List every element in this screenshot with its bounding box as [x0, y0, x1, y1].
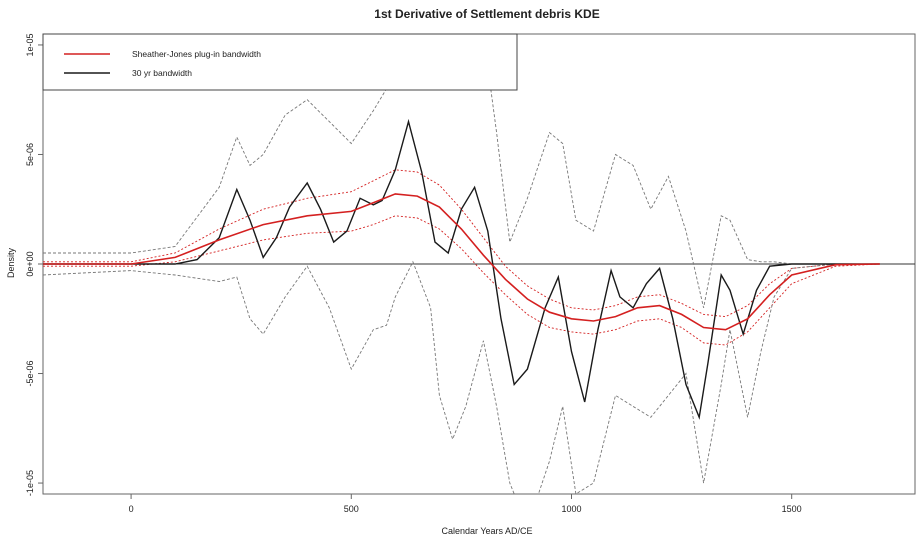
legend-box: [42, 33, 518, 91]
legend-label-30yr: 30 yr bandwidth: [132, 68, 192, 78]
y-tick-label: -5e-06: [25, 361, 35, 387]
y-axis-label: Density: [6, 247, 16, 278]
plot-area: [43, 34, 915, 494]
x-tick-label: 0: [129, 504, 134, 514]
x-axis-label: Calendar Years AD/CE: [441, 526, 532, 536]
legend-label-sheather-jones: Sheather-Jones plug-in bandwidth: [132, 49, 261, 59]
envelope-lower-1: [43, 260, 880, 494]
chart-title: 1st Derivative of Settlement debris KDE: [374, 7, 599, 21]
x-tick-label: 1500: [782, 504, 802, 514]
x-tick-label: 1000: [561, 504, 581, 514]
envelope-upper-1: [43, 34, 880, 308]
axes: 0 500 1000 1500 1e-05 5e-06 0e+00 -5e-06 -1e-05: [25, 33, 802, 514]
y-tick-label: 0e+00: [25, 251, 35, 276]
plot-lines: [43, 34, 915, 494]
envelope-upper-0: [43, 169, 880, 318]
series-line-30yr: [43, 118, 880, 420]
y-tick-label: -1e-05: [25, 470, 35, 496]
series-line-sheather-jones: [43, 193, 880, 331]
y-tick-label: 5e-06: [25, 143, 35, 166]
y-tick-label: 1e-05: [25, 33, 35, 56]
envelope-lower-0: [43, 215, 880, 346]
x-tick-label: 500: [344, 504, 359, 514]
legend: Sheather-Jones plug-in bandwidth 30 yr b…: [42, 33, 518, 91]
